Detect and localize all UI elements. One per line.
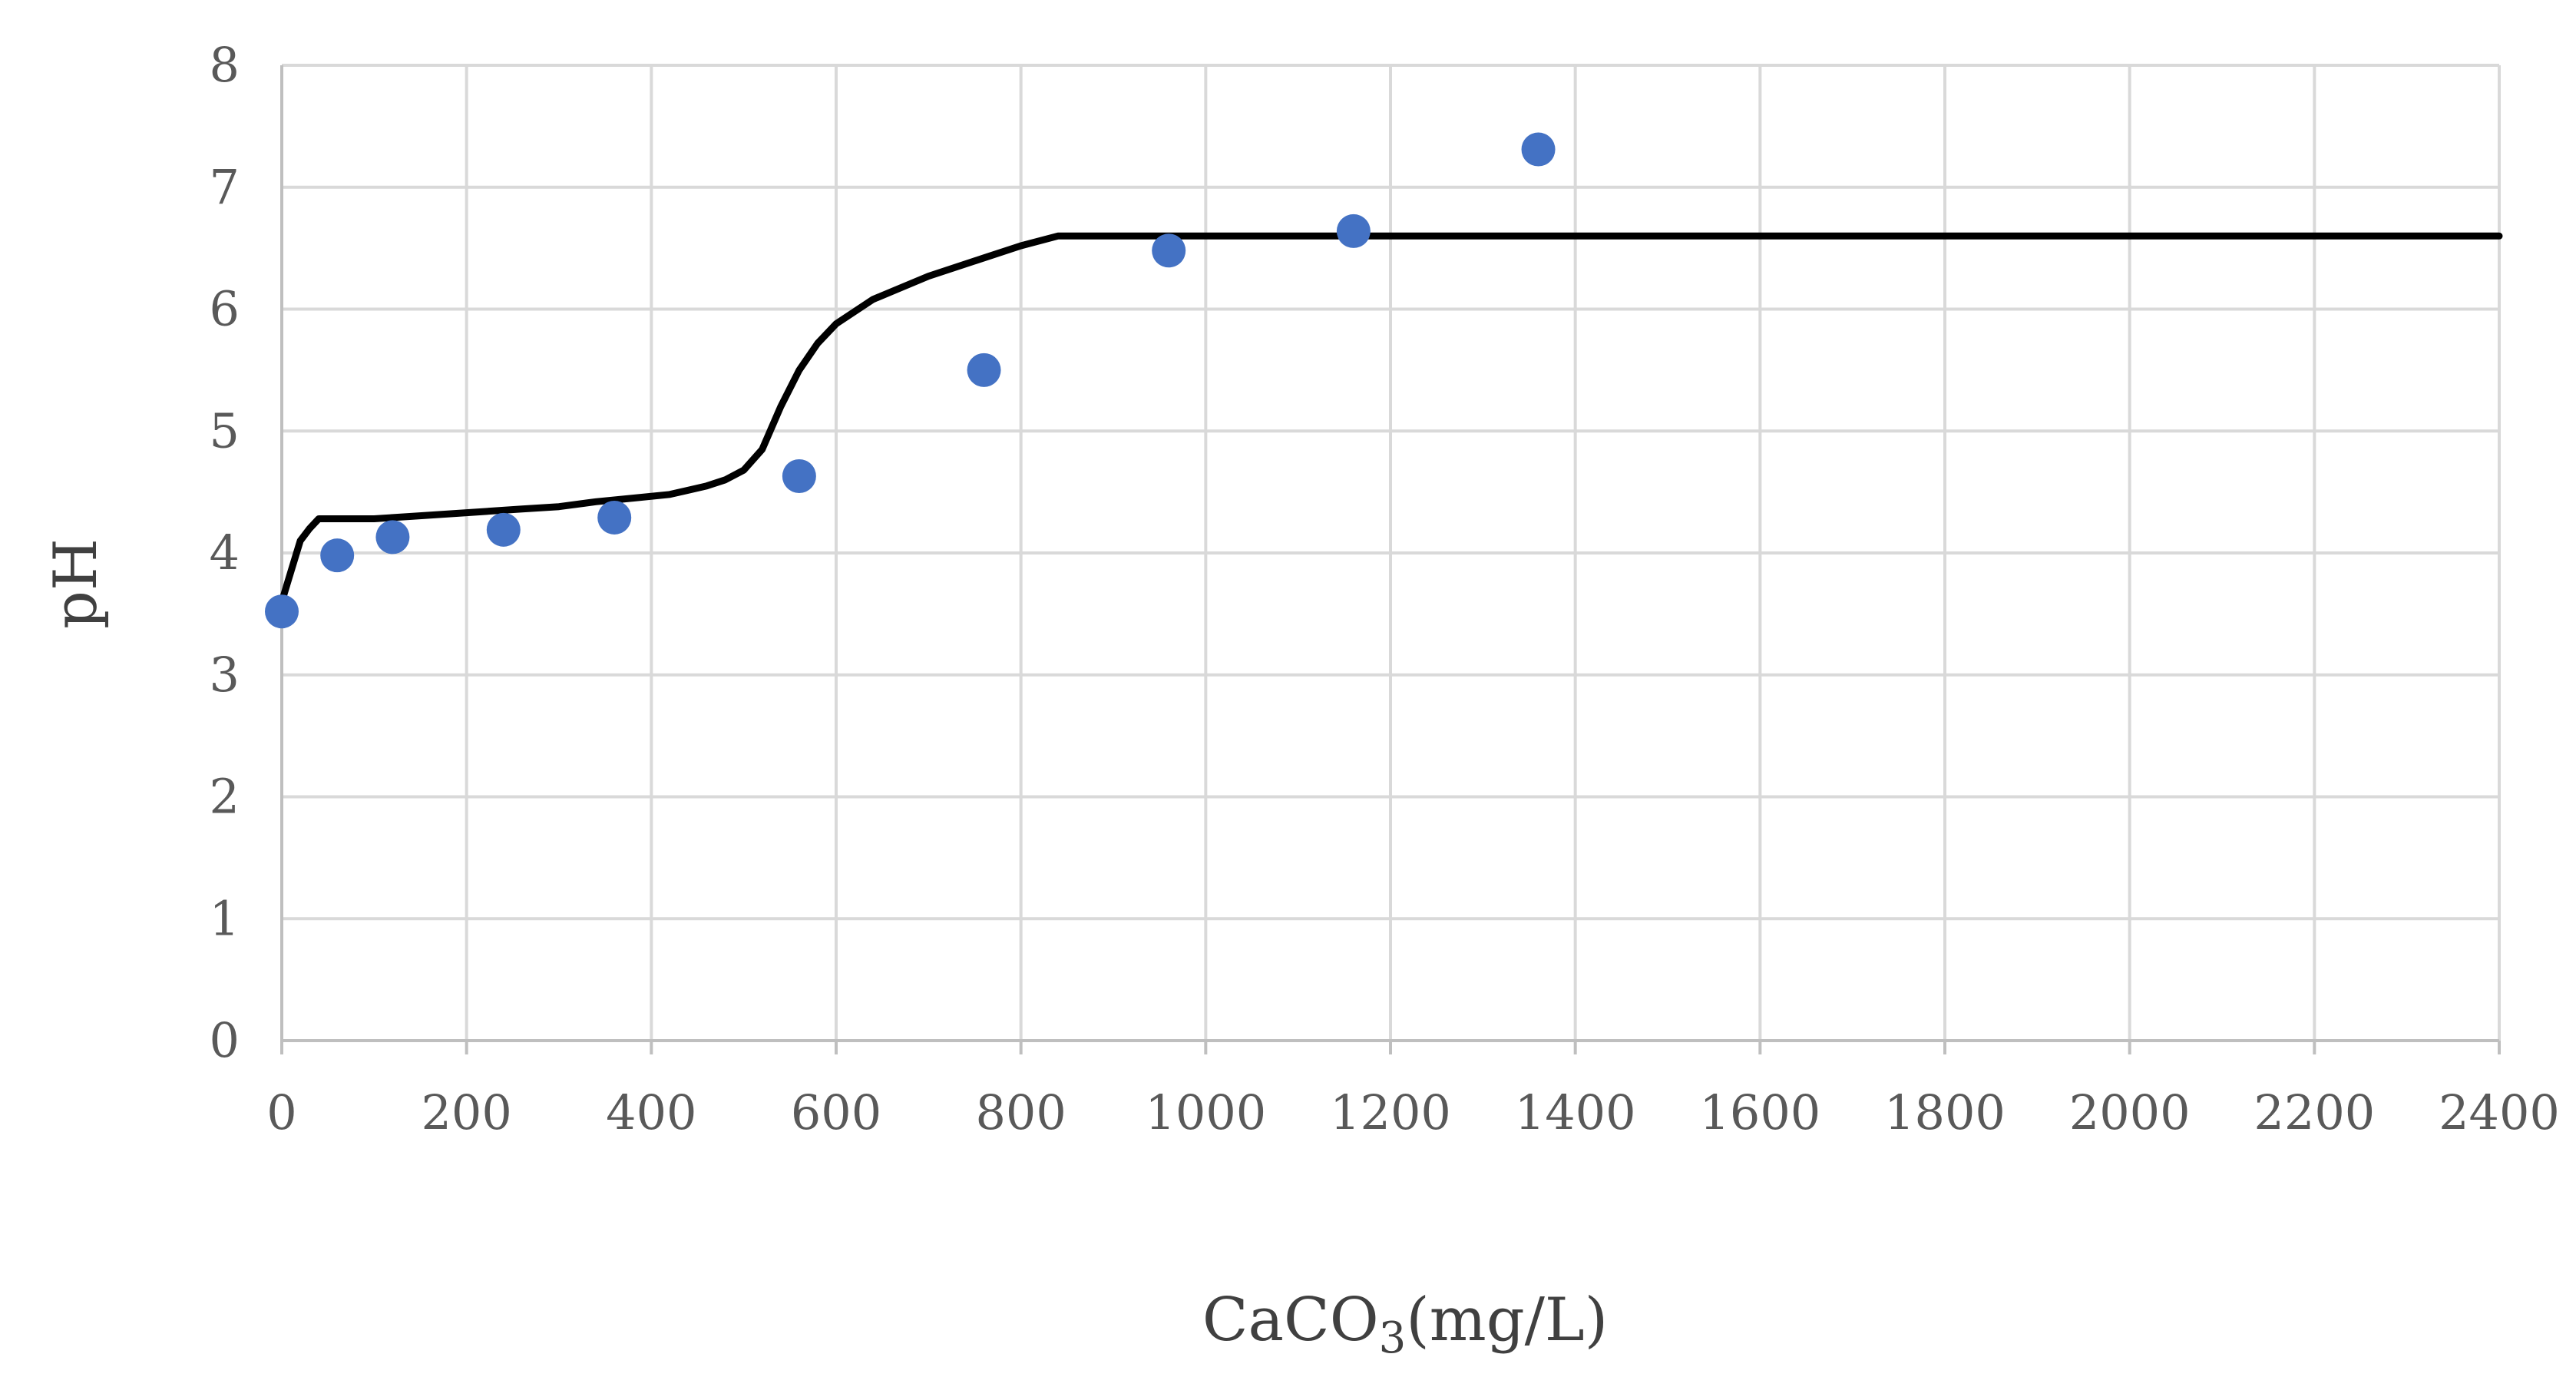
x-tick-label: 1800 [1884, 1084, 2006, 1140]
data-point [1521, 132, 1556, 167]
x-axis-title: CaCO3(mg/L) [1202, 1286, 1608, 1363]
x-tick-label: 200 [421, 1084, 511, 1140]
vertical-gridlines [280, 65, 2501, 1041]
x-axis-title-unit: (mg/L) [1406, 1286, 1608, 1355]
data-point [320, 538, 355, 573]
x-tick-label: 1200 [1330, 1084, 1451, 1140]
y-tick-label: 8 [210, 37, 240, 93]
data-point [782, 458, 816, 493]
data-point [1336, 214, 1371, 248]
x-tick-label: 1000 [1145, 1084, 1266, 1140]
x-axis-title-main: CaCO [1202, 1286, 1379, 1355]
x-tick-label: 400 [606, 1084, 696, 1140]
x-tick-label: 1400 [1515, 1084, 1636, 1140]
model-line-series [278, 232, 2503, 605]
y-axis-title: pH [41, 538, 111, 629]
x-tick-label: 800 [975, 1084, 1066, 1140]
data-point [265, 594, 299, 629]
y-tick-label: 5 [210, 402, 240, 458]
x-tick-label: 2400 [2439, 1084, 2560, 1140]
measured-scatter-series [265, 132, 1556, 629]
data-point [1152, 233, 1186, 268]
x-axis-title-subscript: 3 [1379, 1313, 1407, 1363]
y-tick-label: 7 [210, 159, 240, 215]
y-tick-label: 2 [210, 769, 240, 825]
x-axis-tick-labels: 0 200 400 600 800 1000 1200 1400 1600 1800 2000 220… [266, 1084, 2560, 1140]
data-point [967, 353, 1001, 387]
x-tick-label: 2000 [2069, 1084, 2191, 1140]
x-tick-label: 600 [791, 1084, 881, 1140]
x-tick-label: 2200 [2254, 1084, 2375, 1140]
x-tick-label: 1600 [1699, 1084, 1820, 1140]
y-tick-label: 4 [210, 525, 240, 581]
y-tick-label: 6 [210, 281, 240, 337]
y-axis-tick-labels: 0 1 2 3 4 5 6 7 8 [210, 37, 240, 1068]
y-tick-label: 3 [210, 647, 240, 703]
data-point [375, 520, 410, 554]
data-point [486, 512, 521, 547]
data-point [597, 500, 632, 535]
x-tick-label: 0 [266, 1084, 296, 1140]
axes [280, 65, 2501, 1054]
model-curve [278, 232, 2503, 605]
y-tick-label: 1 [210, 890, 240, 946]
y-tick-label: 0 [210, 1012, 240, 1068]
